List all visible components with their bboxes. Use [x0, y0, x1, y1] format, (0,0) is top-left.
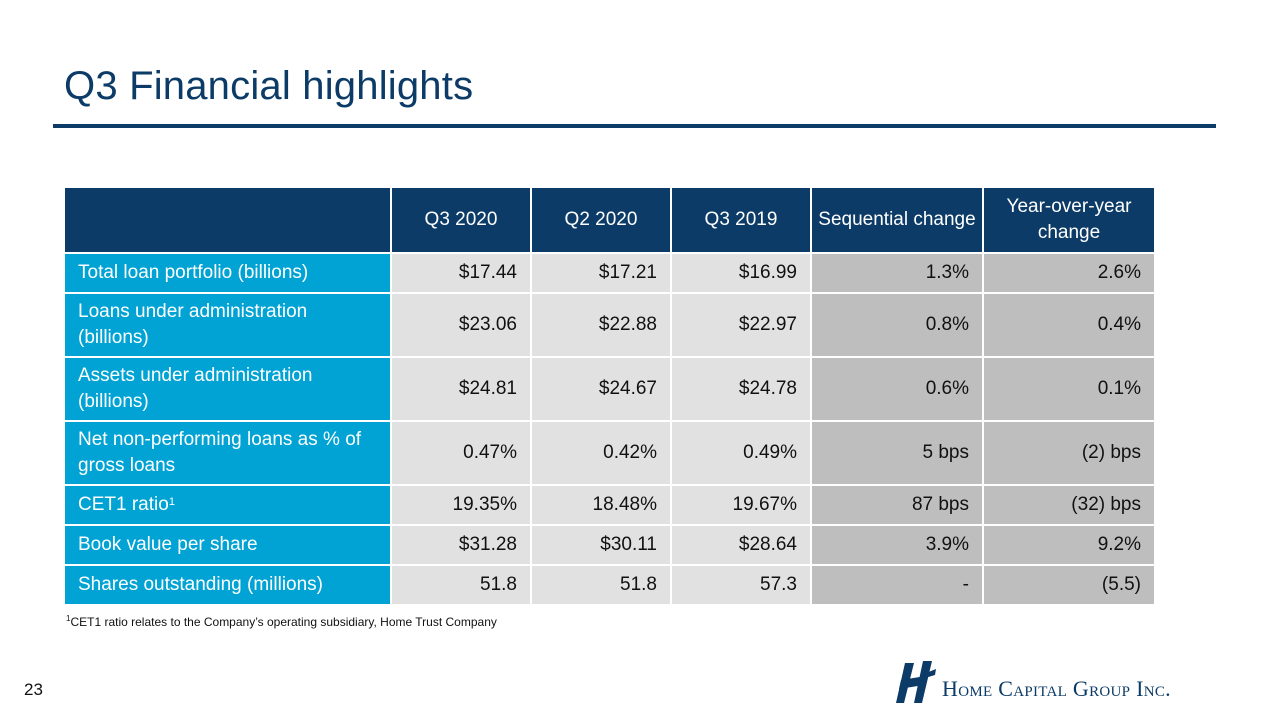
table-cell: 19.35%	[390, 484, 532, 526]
table-cell: 51.8	[390, 564, 532, 606]
company-logo-text: Home Capital Group Inc.	[942, 676, 1171, 701]
table-cell: $22.97	[670, 292, 812, 358]
table-cell: $24.67	[530, 356, 672, 422]
table-cell: (2) bps	[982, 420, 1156, 486]
table-cell: $22.88	[530, 292, 672, 358]
table-cell: 0.6%	[810, 356, 984, 422]
table-cell: 0.8%	[810, 292, 984, 358]
table-row: Assets under administration (billions) $…	[63, 356, 1156, 422]
table-cell: $31.28	[390, 524, 532, 566]
table-cell: 0.42%	[530, 420, 672, 486]
footnote: 1CET1 ratio relates to the Company’s ope…	[66, 614, 497, 629]
company-logo: Home Capital Group Inc.	[896, 661, 1226, 705]
table-header-row: Q3 2020 Q2 2020 Q3 2019 Sequential chang…	[63, 186, 1156, 254]
table-cell: $17.44	[390, 252, 532, 294]
table-row: Net non-performing loans as % of gross l…	[63, 420, 1156, 486]
table-cell: $17.21	[530, 252, 672, 294]
table-cell: $23.06	[390, 292, 532, 358]
table-cell: 3.9%	[810, 524, 984, 566]
column-header-yoy-change: Year-over-year change	[982, 186, 1156, 254]
column-header-q2-2020: Q2 2020	[530, 186, 672, 254]
row-label: Total loan portfolio (billions)	[63, 252, 392, 294]
table-cell: 18.48%	[530, 484, 672, 526]
table-cell: (5.5)	[982, 564, 1156, 606]
table-cell: $30.11	[530, 524, 672, 566]
table-cell: 19.67%	[670, 484, 812, 526]
table-cell: $24.81	[390, 356, 532, 422]
column-header-q3-2019: Q3 2019	[670, 186, 812, 254]
footnote-marker: 1	[168, 496, 175, 508]
table-cell: 57.3	[670, 564, 812, 606]
table-cell: 9.2%	[982, 524, 1156, 566]
row-label: Shares outstanding (millions)	[63, 564, 392, 606]
table-cell: 5 bps	[810, 420, 984, 486]
table-row: Shares outstanding (millions) 51.8 51.8 …	[63, 564, 1156, 606]
table-cell: 2.6%	[982, 252, 1156, 294]
table-cell: 0.47%	[390, 420, 532, 486]
table-header-label-column	[63, 186, 392, 254]
table-row: Book value per share $31.28 $30.11 $28.6…	[63, 524, 1156, 566]
table-cell: 0.1%	[982, 356, 1156, 422]
table-cell: $24.78	[670, 356, 812, 422]
table-cell: (32) bps	[982, 484, 1156, 526]
column-header-sequential-change: Sequential change	[810, 186, 984, 254]
page-title: Q3 Financial highlights	[64, 64, 474, 108]
table-cell: 1.3%	[810, 252, 984, 294]
financial-highlights-table: Q3 2020 Q2 2020 Q3 2019 Sequential chang…	[63, 186, 1156, 606]
table-cell: 87 bps	[810, 484, 984, 526]
row-label: Loans under administration (billions)	[63, 292, 392, 358]
table-row: Loans under administration (billions) $2…	[63, 292, 1156, 358]
table-cell: 0.4%	[982, 292, 1156, 358]
table-row: Total loan portfolio (billions) $17.44 $…	[63, 252, 1156, 294]
table-cell: 0.49%	[670, 420, 812, 486]
title-divider	[53, 124, 1216, 128]
table-cell: $16.99	[670, 252, 812, 294]
page-number: 23	[24, 680, 43, 699]
row-label: Net non-performing loans as % of gross l…	[63, 420, 392, 486]
table-cell: -	[810, 564, 984, 606]
table-cell: 51.8	[530, 564, 672, 606]
row-label: CET1 ratio1	[63, 484, 392, 526]
row-label: Assets under administration (billions)	[63, 356, 392, 422]
footnote-text: CET1 ratio relates to the Company’s oper…	[70, 615, 497, 629]
column-header-q3-2020: Q3 2020	[390, 186, 532, 254]
home-capital-h-logo-icon	[896, 661, 936, 703]
table-cell: $28.64	[670, 524, 812, 566]
row-label: Book value per share	[63, 524, 392, 566]
table-row: CET1 ratio1 19.35% 18.48% 19.67% 87 bps …	[63, 484, 1156, 526]
footnote-marker: 1	[66, 614, 71, 623]
